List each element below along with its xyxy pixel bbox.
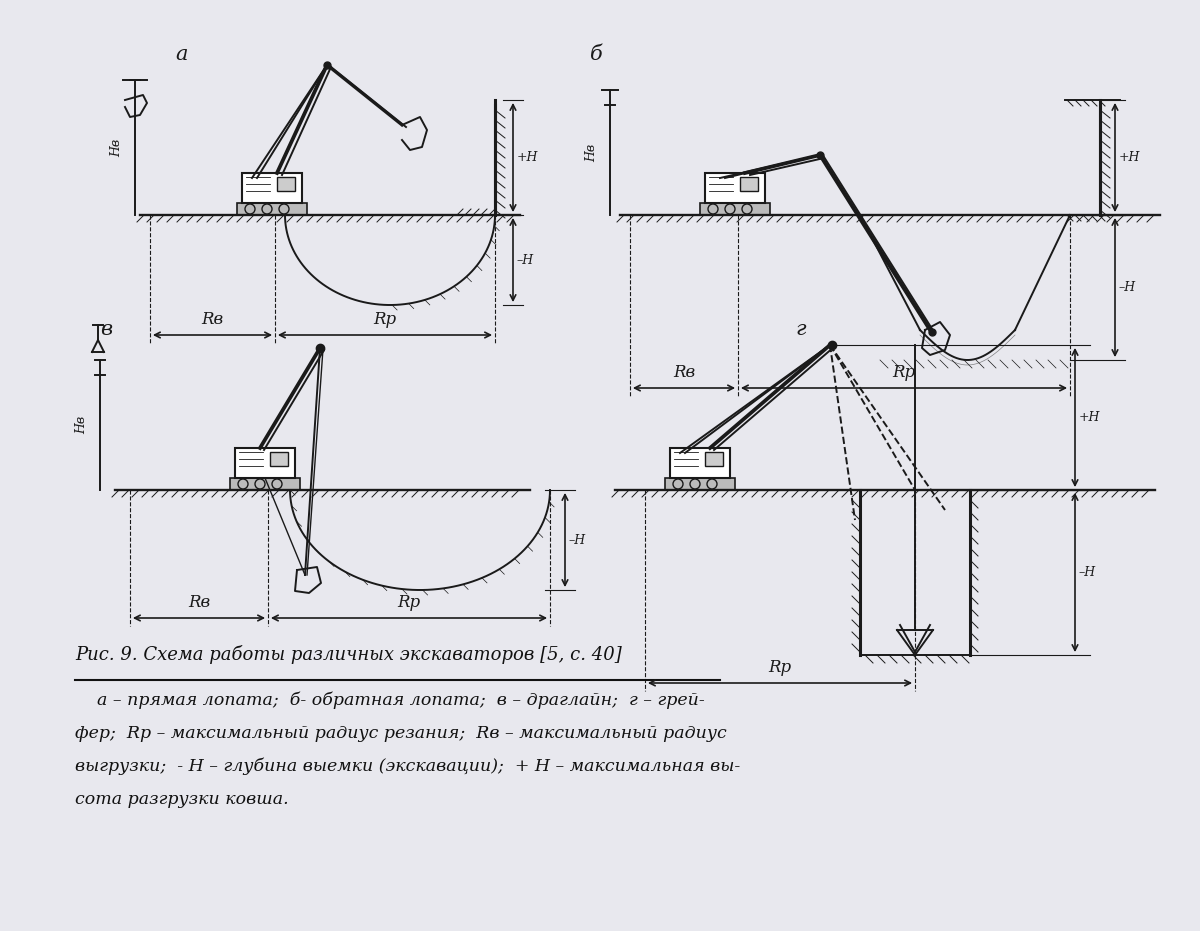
Bar [270, 452, 288, 466]
Bar [670, 448, 730, 478]
Text: Rр: Rр [397, 594, 420, 611]
Text: сота разгрузки ковша.: сота разгрузки ковша. [74, 791, 289, 808]
Text: –Н: –Н [569, 533, 586, 546]
Bar [277, 177, 295, 191]
Text: в: в [100, 320, 112, 339]
Text: Нв: Нв [76, 416, 89, 434]
Text: Рис. 9. Схема работы различных экскаваторов [5, с. 40]: Рис. 9. Схема работы различных экскавато… [74, 645, 622, 664]
Text: Нв: Нв [110, 139, 124, 156]
Text: Rр: Rр [893, 364, 916, 381]
Text: Rв: Rв [673, 364, 695, 381]
Text: +Н: +Н [1079, 411, 1100, 424]
Text: Rв: Rв [202, 311, 223, 328]
Bar [238, 203, 307, 215]
Text: а: а [175, 45, 187, 64]
Bar [242, 173, 302, 203]
Text: +Н: +Н [517, 151, 539, 164]
Text: –Н: –Н [1079, 566, 1096, 579]
Text: Rр: Rр [768, 659, 792, 676]
Text: +Н: +Н [1120, 151, 1140, 164]
Text: Rв: Rв [188, 594, 210, 611]
Bar [706, 452, 722, 466]
Bar [665, 478, 734, 490]
Text: Rр: Rр [373, 311, 396, 328]
Text: г: г [796, 320, 805, 339]
Bar [700, 203, 770, 215]
Text: а – прямая лопата;  б- обратная лопата;  в – драглайн;  г – грей-: а – прямая лопата; б- обратная лопата; в… [74, 692, 704, 709]
Bar [230, 478, 300, 490]
Text: –Н: –Н [517, 253, 534, 266]
Text: Нв: Нв [586, 143, 599, 162]
Bar [235, 448, 295, 478]
Bar [740, 177, 758, 191]
Text: выгрузки;  - Н – глубина выемки (экскавации);  + Н – максимальная вы-: выгрузки; - Н – глубина выемки (экскавац… [74, 758, 740, 775]
Text: –Н: –Н [1120, 281, 1136, 294]
Bar [706, 173, 766, 203]
Text: фер;  Rр – максимальный радиус резания;  Rв – максимальный радиус: фер; Rр – максимальный радиус резания; R… [74, 725, 727, 742]
Text: б: б [590, 45, 602, 64]
